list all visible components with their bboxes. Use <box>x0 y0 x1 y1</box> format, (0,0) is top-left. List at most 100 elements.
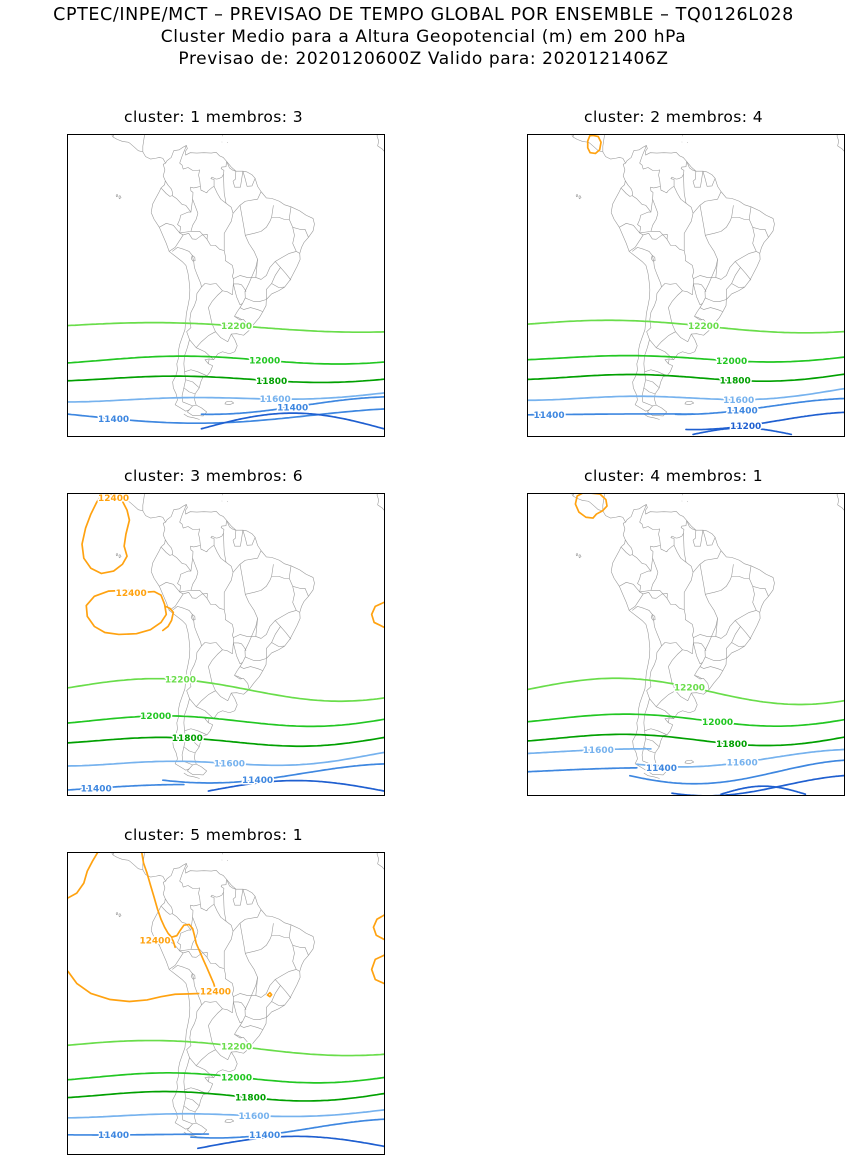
y-tick <box>527 595 528 596</box>
y-tick <box>67 297 68 298</box>
y-tick <box>527 196 528 197</box>
y-tick <box>67 575 68 576</box>
x-tick <box>156 795 157 796</box>
contour-11400 <box>200 396 384 416</box>
y-tick <box>527 514 528 515</box>
coastline-layer <box>571 135 844 420</box>
y-tick <box>67 696 68 697</box>
y-tick <box>527 777 528 778</box>
x-tick <box>192 1154 193 1155</box>
contour-11400 <box>528 766 638 773</box>
y-tick <box>527 377 528 378</box>
contour-layer <box>528 494 844 795</box>
contour-label-11400: 11400 <box>98 1131 129 1141</box>
y-tick <box>527 216 528 217</box>
y-tick <box>527 175 528 176</box>
contour-label-12400: 12400 <box>98 494 129 504</box>
y-tick <box>527 676 528 677</box>
contour-label-11600: 11600 <box>214 760 245 770</box>
x-tick <box>227 436 228 437</box>
y-tick <box>67 676 68 677</box>
map-plot-area-2: 1220012000118001160011400114001120015N10… <box>527 134 845 437</box>
y-tick <box>67 1075 68 1076</box>
y-tick <box>67 276 68 277</box>
y-tick <box>67 1136 68 1137</box>
y-tick <box>67 155 68 156</box>
x-tick <box>333 1154 334 1155</box>
contour-label-11400: 11400 <box>277 403 308 413</box>
contour-12200 <box>68 1039 384 1057</box>
x-tick <box>86 795 87 796</box>
title-line-1: CPTEC/INPE/MCT – PREVISAO DE TEMPO GLOBA… <box>53 5 794 25</box>
map-plot-area-4: 12200120001180011600116001140015N10N5NEQ… <box>527 493 845 796</box>
contour-12400 <box>370 954 384 985</box>
x-tick <box>298 436 299 437</box>
y-tick <box>67 757 68 758</box>
panel-title-cluster-4: cluster: 4 membros: 1 <box>584 467 763 485</box>
contour-12000 <box>528 713 844 728</box>
y-tick <box>67 873 68 874</box>
y-tick <box>67 1015 68 1016</box>
x-tick <box>546 795 547 796</box>
contour-11800 <box>68 736 384 748</box>
x-tick <box>156 436 157 437</box>
contour-12000 <box>68 1071 384 1084</box>
contour-layer <box>68 321 384 430</box>
y-tick <box>67 135 68 136</box>
contour-12000 <box>68 715 384 728</box>
y-tick <box>67 716 68 717</box>
title-line-3: Previsao de: 2020120600Z Valido para: 20… <box>178 49 669 69</box>
contour-12400 <box>586 135 602 155</box>
y-tick <box>527 716 528 717</box>
contour-11200 <box>692 427 793 436</box>
contour-12400 <box>68 853 217 1003</box>
x-tick <box>828 436 829 437</box>
contour-label-11800: 11800 <box>716 740 747 750</box>
contour-label-12200: 12200 <box>165 676 196 686</box>
contour-12200 <box>528 319 844 334</box>
x-tick <box>616 436 617 437</box>
y-tick <box>67 357 68 358</box>
y-tick <box>527 757 528 758</box>
y-tick <box>527 398 528 399</box>
y-tick <box>527 256 528 257</box>
y-tick <box>527 736 528 737</box>
contour-11800 <box>68 1090 384 1102</box>
y-tick <box>527 635 528 636</box>
y-tick <box>527 135 528 136</box>
contour-11600 <box>68 392 384 403</box>
contour-label-11600: 11600 <box>583 746 614 756</box>
y-tick <box>67 893 68 894</box>
y-tick <box>527 418 528 419</box>
contour-11600 <box>635 748 844 768</box>
contour-11200 <box>671 774 844 795</box>
contour-11600 <box>68 751 384 767</box>
contour-11200 <box>207 779 384 792</box>
contour-label-11600: 11600 <box>239 1112 270 1122</box>
y-tick <box>527 236 528 237</box>
y-tick <box>67 398 68 399</box>
contour-11600 <box>528 747 652 755</box>
x-tick <box>722 436 723 437</box>
y-tick <box>67 1035 68 1036</box>
contour-12400 <box>161 605 175 632</box>
x-tick <box>192 436 193 437</box>
contour-11200 <box>200 412 384 430</box>
contour-label-11400: 11400 <box>534 411 565 421</box>
x-tick <box>227 795 228 796</box>
panel-title-cluster-5: cluster: 5 membros: 1 <box>124 826 303 844</box>
coastline-layer <box>111 135 384 420</box>
y-tick <box>67 196 68 197</box>
contour-label-11400: 11400 <box>249 1131 280 1141</box>
x-tick <box>298 795 299 796</box>
y-tick <box>67 514 68 515</box>
x-tick <box>758 436 759 437</box>
y-tick <box>67 216 68 217</box>
contour-11400 <box>629 759 844 785</box>
y-tick <box>527 534 528 535</box>
x-tick <box>298 1154 299 1155</box>
y-tick <box>527 555 528 556</box>
y-tick <box>527 337 528 338</box>
